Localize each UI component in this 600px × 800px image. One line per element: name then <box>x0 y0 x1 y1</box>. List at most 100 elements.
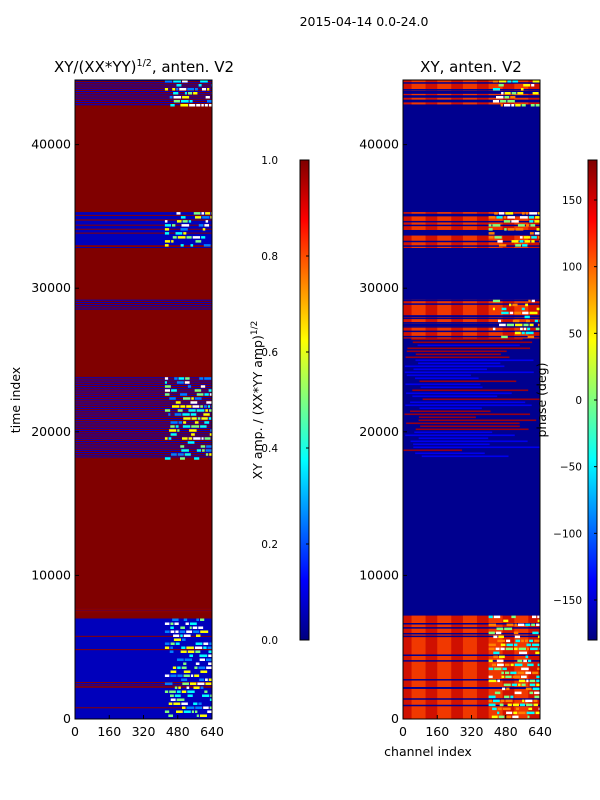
heatmap-band-3-line <box>75 388 212 390</box>
heatmap-band-0-hot <box>529 679 536 683</box>
heatmap-band-3-hot <box>204 393 209 396</box>
colorbar-amplitude <box>299 159 310 641</box>
heatmap-band-6-hot <box>173 80 182 83</box>
heatmap-band-0-hot <box>180 634 183 637</box>
heatmap-band-0-hot <box>538 647 540 651</box>
heatmap-band-2-line <box>403 323 540 326</box>
heatmap-band-0-hot <box>497 711 500 715</box>
heatmap-band-0-hot <box>514 623 517 627</box>
heatmap-band-0-hot <box>501 671 504 675</box>
heatmap-band-0-hot <box>173 634 180 637</box>
heatmap-band-6-hot <box>193 92 198 95</box>
heatmap-band-0-hot <box>205 682 212 685</box>
heatmap-band-3-line <box>75 419 212 421</box>
heatmap-band-0-hot <box>506 687 510 691</box>
heatmap-band-0-hot <box>187 650 195 653</box>
heatmap-band-5-hot <box>194 216 202 219</box>
heatmap-band-0-hot <box>494 667 502 671</box>
heatmap-band-0-hot <box>516 707 520 711</box>
heatmap-band-3-line <box>75 386 212 388</box>
heatmap-band-3-hot <box>174 377 178 380</box>
heatmap-band-5-hot <box>164 240 171 243</box>
heatmap-band-4-hot <box>512 80 519 83</box>
heatmap-band-0-hot <box>174 686 178 689</box>
heatmap-band-6-line <box>75 97 212 99</box>
heatmap-band-3-hot <box>534 220 540 223</box>
heatmap-band-0-hot <box>173 638 182 641</box>
heatmap-band-6-line <box>75 95 212 97</box>
heatmap-band-4-hot <box>532 80 540 83</box>
heatmap-band-5-hot <box>182 220 188 223</box>
heatmap-band-4-hot <box>531 84 535 87</box>
heatmap-band-6-line <box>75 104 212 106</box>
heatmap-band-2-hot <box>492 327 496 331</box>
heatmap-band-0-hot <box>193 630 200 633</box>
heatmap-band-5 <box>75 212 212 249</box>
heatmap-band-0-hot <box>209 706 212 709</box>
heatmap-band-1-line <box>405 404 532 407</box>
heatmap-band-1-line <box>406 374 471 377</box>
heatmap-band-0-hot <box>173 702 181 705</box>
heatmap-band-0-hot <box>512 675 520 679</box>
heatmap-band-3-line <box>75 432 212 434</box>
heatmap-band-0-hot <box>538 707 540 711</box>
heatmap-band-1-line <box>405 383 481 386</box>
heatmap-band-3-hot <box>205 409 208 412</box>
heatmap-band-3-hot <box>201 437 204 440</box>
heatmap-band-0-hot <box>526 711 535 715</box>
heatmap-band-0-hot <box>175 630 179 633</box>
heatmap-band-0-hot <box>196 618 200 621</box>
heatmap-band-3-hot <box>175 401 181 404</box>
heatmap-band-0-hot <box>181 690 187 693</box>
heatmap-band-0-hot <box>495 631 502 635</box>
heatmap-band-2-hot <box>523 323 529 327</box>
heatmap-band-6-hot <box>187 92 193 95</box>
colorbar-phase-tick-label: 150 <box>562 195 582 207</box>
heatmap-band-0-hot <box>183 618 188 621</box>
heatmap-band-0-hot <box>205 678 208 681</box>
heatmap-band-6-hot <box>198 84 202 87</box>
heatmap-band-2-hot <box>535 327 540 331</box>
heatmap-band-1-line <box>411 338 523 341</box>
heatmap-band-0-hot <box>174 622 179 625</box>
heatmap-amplitude-title: XY/(XX*YY)1/2, anten. V2 <box>54 58 234 76</box>
heatmap-band-0-hot <box>176 690 181 693</box>
heatmap-band-0-hot <box>503 619 509 623</box>
heatmap-band-1-line <box>404 365 505 368</box>
heatmap-band-6-hot <box>169 96 173 99</box>
heatmap-band-0-hot <box>177 674 183 677</box>
heatmap-band-4-hot <box>498 84 504 87</box>
heatmap-band-0-hot <box>530 647 538 651</box>
heatmap-band-3-hot <box>504 228 507 231</box>
heatmap-band-0-line <box>75 635 212 637</box>
heatmap-band-5-line <box>75 219 212 221</box>
heatmap-band-5-hot <box>180 228 188 231</box>
heatmap-band-2-hot <box>525 319 530 323</box>
heatmap-band-4-line <box>75 301 212 303</box>
heatmap-band-5-hot <box>188 220 192 223</box>
heatmap-band-3-line <box>75 441 212 443</box>
heatmap-band-0-hot <box>181 706 186 709</box>
heatmap-band-2-hot <box>527 327 531 331</box>
heatmap-band-3-hot <box>170 433 177 436</box>
heatmap-band-6-line <box>75 99 212 101</box>
heatmap-band-5-hot <box>164 224 171 227</box>
heatmap-band-3-hot <box>190 401 198 404</box>
heatmap-band-3-hot <box>521 212 525 215</box>
heatmap-band-3-hot <box>492 224 501 227</box>
heatmap-band-0-hot <box>504 671 510 675</box>
heatmap-band-2-hot <box>528 299 531 303</box>
heatmap-band-0-hot <box>174 694 181 697</box>
heatmap-band-6-hot <box>172 88 176 91</box>
heatmap-band-3-hot <box>194 457 200 460</box>
heatmap-band-3-hot <box>209 453 212 456</box>
heatmap-band-4-hot <box>498 80 507 83</box>
heatmap-band-3-line <box>75 394 212 396</box>
heatmap-band-0-hot <box>189 654 194 657</box>
heatmap-band-3-hot <box>199 377 204 380</box>
heatmap-band-0-hot <box>534 695 540 699</box>
heatmap-band-6-hot <box>206 100 212 103</box>
heatmap-band-2-hot <box>536 307 540 311</box>
heatmap-band-5-hot <box>201 236 206 239</box>
heatmap-band-0-hot <box>511 683 518 687</box>
